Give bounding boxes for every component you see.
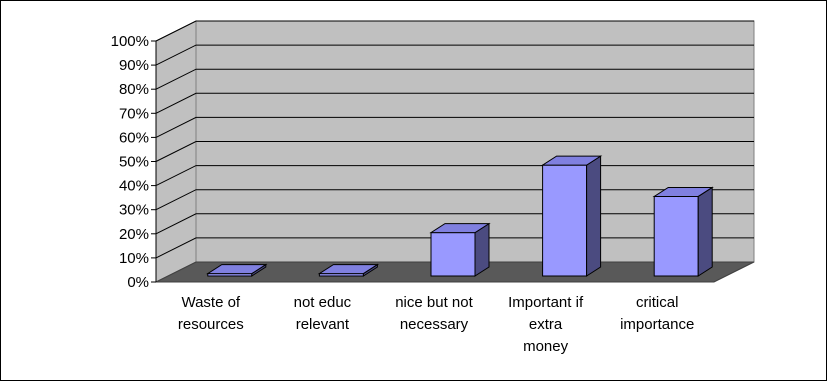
x-category-label: critical importance xyxy=(620,294,694,333)
y-tick-label: 60% xyxy=(119,129,149,146)
y-tick-label: 10% xyxy=(119,250,149,267)
gridline xyxy=(155,44,754,66)
x-category-label: nice but not necessary xyxy=(395,294,473,333)
y-tick-label: 70% xyxy=(119,105,149,122)
x-axis-labels: Waste of resources not educ relevant nice bu… xyxy=(178,294,694,355)
y-tick-label: 20% xyxy=(119,226,149,243)
y-tick-label: 100% xyxy=(111,33,149,50)
bar-top xyxy=(206,264,268,275)
bar-top xyxy=(317,264,380,275)
bar-front xyxy=(542,164,588,277)
x-category-label: Important if extra money xyxy=(508,294,584,355)
bar-top xyxy=(540,155,603,166)
bar xyxy=(317,263,380,277)
bar-side xyxy=(697,186,713,277)
bar-front xyxy=(430,232,476,277)
bar-top xyxy=(652,186,714,197)
bars xyxy=(206,155,714,277)
bar-front xyxy=(653,195,699,277)
gridline xyxy=(155,141,754,162)
bar-side xyxy=(586,155,602,277)
gridline xyxy=(155,20,754,42)
bar xyxy=(540,155,603,277)
y-tick-label: 0% xyxy=(127,274,149,291)
y-tick-label: 90% xyxy=(119,57,149,74)
y-tick-label: 30% xyxy=(119,202,149,219)
y-tick-label: 80% xyxy=(119,81,149,98)
bar xyxy=(206,263,268,277)
bar-top xyxy=(429,223,491,234)
gridline xyxy=(155,116,754,138)
y-tick-label: 50% xyxy=(119,154,149,171)
x-category-label: not educ relevant xyxy=(294,294,352,333)
x-category-label: Waste of resources xyxy=(178,294,244,333)
y-tick-label: 40% xyxy=(119,178,149,195)
y-axis-ticks: 0% 10% 20% 30% 40% 50% 60% 70% 80% 90% 100% xyxy=(111,33,157,291)
bar xyxy=(652,186,714,277)
gridline xyxy=(155,92,754,114)
gridline xyxy=(155,68,754,90)
bar xyxy=(429,222,491,277)
